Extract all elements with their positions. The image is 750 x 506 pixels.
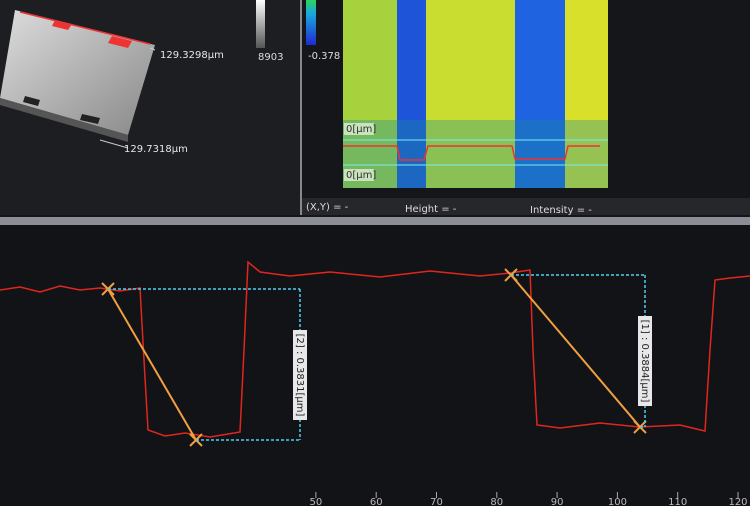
x-tick-label: 100 [608,497,627,506]
marker [80,114,100,124]
x-tick-label: 120 [728,497,747,506]
status-height: Height = - [405,204,457,215]
measure-label-bg [293,330,307,420]
stripe [515,0,565,188]
profile-panel [0,225,750,506]
marker [23,96,40,106]
overlay [343,120,608,188]
measure-1: [1] : 0.3884[µm] [639,320,650,403]
measure-line [107,288,197,441]
sample-edge [0,98,128,142]
splitter [0,217,750,225]
x-tick-label: 50 [310,497,323,506]
gray-min: 8903 [258,52,283,63]
marker [108,36,132,48]
marker [52,20,72,30]
image-profile [343,145,600,161]
label-bg [344,123,374,135]
stripe [426,0,516,188]
status-xy: (X,Y) = - [306,202,349,213]
measure-2: [2] : 0.3831[µm] [294,334,305,417]
x-tick-label: 60 [370,497,383,506]
color-min: -0.378 [308,51,340,62]
gray-colorbar [256,0,265,48]
label-bg [344,169,374,181]
stripe [565,0,608,188]
status-bar [302,198,750,215]
width-label: 129.3298µm [160,50,224,61]
section-line [19,11,151,45]
axis-label: 0[µm] [346,170,376,181]
axis-label: 0[µm] [346,124,376,135]
dim-line [99,139,129,149]
measure-label-bg [638,316,652,406]
profile-line [0,260,750,438]
stripe [397,0,426,188]
measure-line [510,274,641,428]
x-tick-label: 110 [668,497,687,506]
status-intensity: Intensity = - [530,205,592,216]
dim-line [149,47,156,51]
x-tick-label: 90 [551,497,564,506]
x-tick-label: 80 [490,497,503,506]
length-label: 129.7318µm [124,144,188,155]
color-colorbar [306,0,316,45]
divider [300,0,302,215]
x-axis: 50 60 70 80 90 100 110 120 [310,492,748,506]
x-tick-label: 70 [430,497,443,506]
stripe [343,0,397,188]
